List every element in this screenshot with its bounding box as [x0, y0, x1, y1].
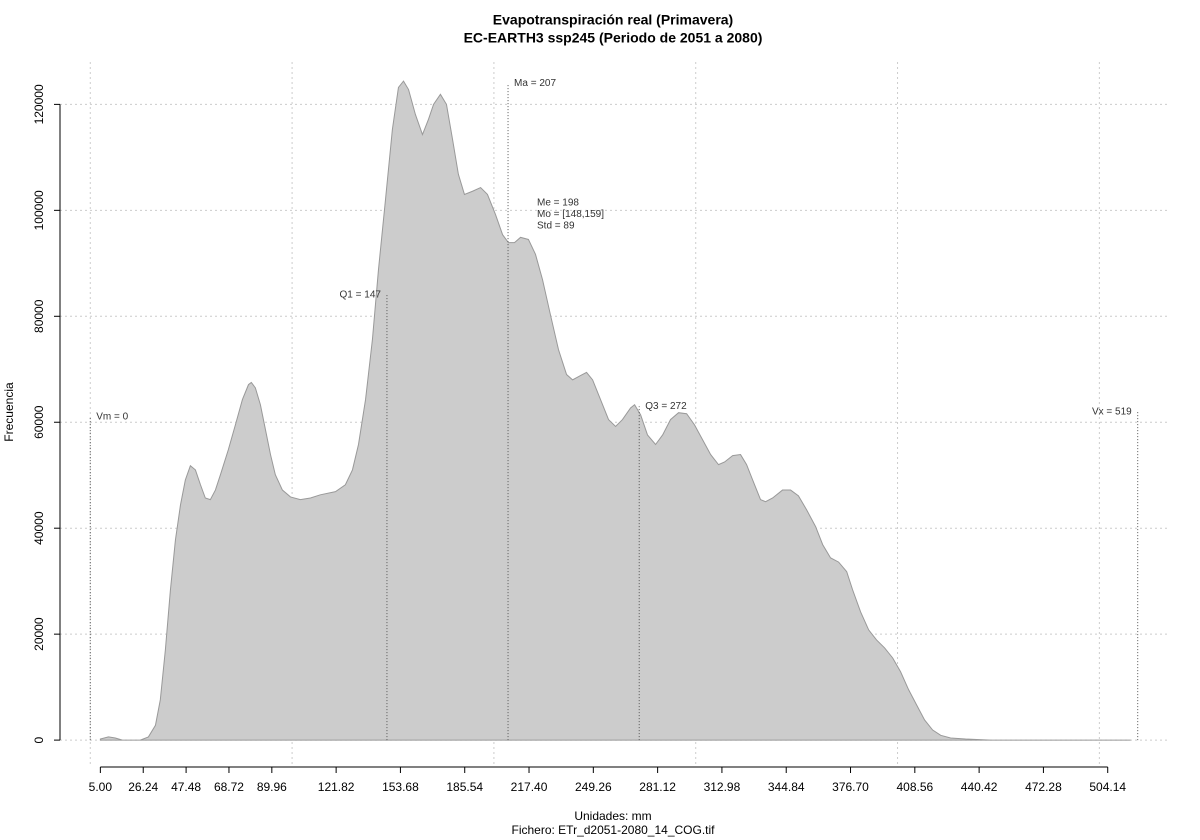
- y-tick-label: 20000: [32, 617, 46, 651]
- x-tick-label: 376.70: [832, 780, 869, 794]
- x-tick-label: 312.98: [704, 780, 741, 794]
- annotation-label: Q1 = 147: [340, 290, 382, 301]
- x-tick-label: 217.40: [511, 780, 548, 794]
- stats-label: Mo = [148,159]: [537, 209, 604, 220]
- x-tick-label: 89.96: [257, 780, 287, 794]
- x-axis-label: Unidades: mm: [574, 809, 651, 823]
- annotation-label: Vm = 0: [96, 412, 128, 423]
- density-area: [99, 80, 1131, 741]
- x-tick-label: 408.56: [896, 780, 933, 794]
- x-tick-label: 344.84: [768, 780, 805, 794]
- x-tick-label: 249.26: [575, 780, 612, 794]
- stats-label: Std = 89: [537, 221, 575, 232]
- y-axis-label: Frecuencia: [2, 382, 16, 442]
- y-tick-label: 40000: [32, 511, 46, 545]
- stats-label: Me = 198: [537, 198, 579, 209]
- x-tick-label: 281.12: [639, 780, 676, 794]
- annotation-label: Ma = 207: [514, 78, 556, 89]
- x-tick-label: 504.14: [1089, 780, 1126, 794]
- caption: Fichero: ETr_d2051-2080_14_COG.tif: [512, 823, 716, 837]
- y-tick-label: 120000: [32, 84, 46, 124]
- annotation-label: Vx = 519: [1092, 406, 1132, 417]
- x-tick-label: 5.00: [89, 780, 113, 794]
- y-tick-label: 80000: [32, 299, 46, 333]
- x-tick-label: 153.68: [382, 780, 419, 794]
- y-tick-label: 0: [32, 736, 46, 743]
- x-tick-label: 472.28: [1025, 780, 1062, 794]
- x-tick-label: 47.48: [171, 780, 201, 794]
- chart-subtitle: EC-EARTH3 ssp245 (Periodo de 2051 a 2080…: [464, 30, 763, 46]
- y-tick-label: 60000: [32, 405, 46, 439]
- x-tick-label: 26.24: [128, 780, 158, 794]
- y-tick-label: 100000: [32, 190, 46, 230]
- x-tick-label: 68.72: [214, 780, 244, 794]
- x-tick-label: 185.54: [446, 780, 483, 794]
- x-tick-label: 121.82: [318, 780, 355, 794]
- x-tick-label: 440.42: [961, 780, 998, 794]
- annotation-label: Q3 = 272: [645, 401, 687, 412]
- chart-title: Evapotranspiración real (Primavera): [493, 12, 733, 28]
